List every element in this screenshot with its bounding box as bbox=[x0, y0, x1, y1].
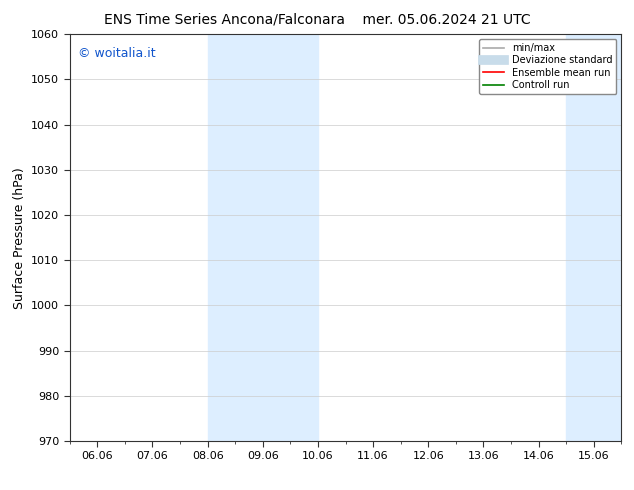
Text: ENS Time Series Ancona/Falconara    mer. 05.06.2024 21 UTC: ENS Time Series Ancona/Falconara mer. 05… bbox=[104, 12, 530, 26]
Text: © woitalia.it: © woitalia.it bbox=[78, 47, 155, 59]
Bar bbox=[566, 34, 621, 441]
Y-axis label: Surface Pressure (hPa): Surface Pressure (hPa) bbox=[13, 167, 25, 309]
Legend: min/max, Deviazione standard, Ensemble mean run, Controll run: min/max, Deviazione standard, Ensemble m… bbox=[479, 39, 616, 94]
Bar bbox=[207, 34, 318, 441]
